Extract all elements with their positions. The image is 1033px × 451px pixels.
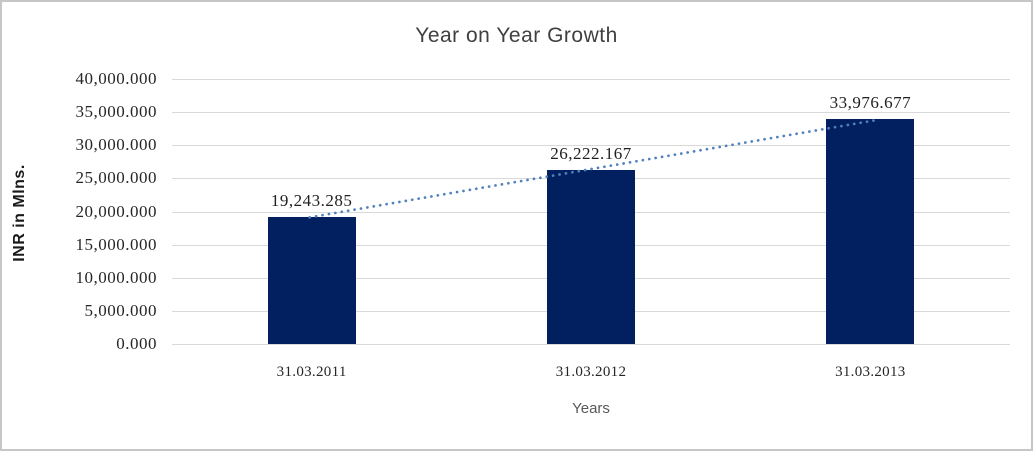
gridline [172, 79, 1010, 80]
bar-31.03.2012 [547, 170, 635, 344]
x-tick-label: 31.03.2011 [276, 364, 347, 380]
y-tick-label: 20,000.000 [75, 201, 157, 221]
y-tick-label: 10,000.000 [75, 267, 157, 287]
x-axis-title: Years [572, 400, 610, 417]
gridline [172, 112, 1010, 114]
bar-31.03.2011 [267, 216, 356, 344]
y-tick-label: 5,000.000 [84, 300, 157, 320]
y-tick-label: 35,000.000 [75, 102, 157, 122]
bar-31.03.2013 [826, 118, 915, 344]
y-tick-label: 15,000.000 [75, 234, 157, 254]
y-axis-title: INR in Mlns. [11, 164, 28, 262]
trendline-path [308, 118, 880, 219]
y-tick-label: 40,000.000 [75, 69, 157, 88]
data-label: 19,243.285 [270, 190, 353, 210]
y-tick-label: 25,000.000 [75, 168, 157, 188]
y-tick-label: 0.000 [116, 334, 157, 353]
trendline [308, 118, 880, 219]
x-tick-label: 31.03.2013 [835, 364, 906, 380]
chart-title: Year on Year Growth [415, 24, 618, 47]
x-tick-label: 31.03.2012 [555, 364, 627, 380]
gridline [172, 344, 1010, 345]
y-tick-label: 30,000.000 [75, 135, 157, 155]
data-label: 33,976.677 [829, 92, 912, 112]
data-label: 26,222.167 [550, 144, 632, 164]
gridline [172, 145, 1010, 147]
plot-area: 19,243.285 26,222.167 33,976.677 [172, 79, 1010, 345]
